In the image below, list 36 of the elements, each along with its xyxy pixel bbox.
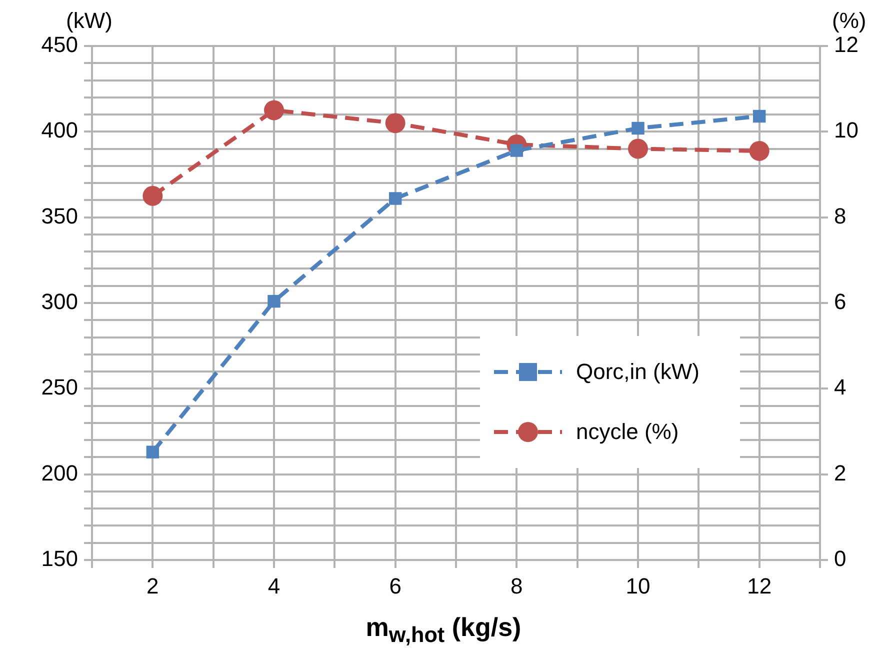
point (752, 110, 766, 123)
y-tick-label: 450 (41, 32, 78, 58)
y2-tick-label: 0 (834, 546, 846, 572)
y-tick-label: 400 (41, 118, 78, 143)
y2-axis-title: (%) (832, 8, 866, 34)
legend-label: ncycle (%) (576, 419, 679, 445)
y2-tick-label: 2 (834, 460, 846, 486)
y-tick-label: 350 (41, 203, 78, 228)
point (385, 113, 406, 134)
y2-tick-label: 8 (834, 203, 846, 228)
point (388, 192, 402, 205)
x-tick-label: 4 (268, 573, 280, 598)
x-tick-label: 10 (626, 573, 650, 598)
point (264, 100, 284, 120)
y2-tick-label: 10 (834, 118, 858, 143)
point (628, 138, 648, 159)
y-tick-label: 200 (41, 460, 78, 486)
y2-tick-label: 12 (834, 32, 858, 58)
y-tick-label: 150 (41, 546, 78, 572)
y-tick-label: 300 (41, 289, 78, 314)
y-axis-title: (kW) (66, 8, 112, 34)
x-tick-label: 6 (389, 573, 402, 598)
point (510, 144, 524, 157)
x-axis-title: m$_{w,hot}$ (kg/s) (364, 612, 522, 648)
x-tick-label: 2 (146, 573, 159, 598)
y2-tick-label: 6 (834, 289, 846, 314)
legend-label: Qorc,in (kW) (576, 359, 700, 385)
point (749, 140, 770, 161)
point (268, 294, 280, 308)
y-tick-label: 250 (41, 374, 78, 400)
point (632, 122, 644, 135)
y2-tick-label: 4 (834, 374, 846, 400)
point (142, 186, 163, 206)
x-tick-label: 8 (510, 573, 523, 598)
point (146, 446, 160, 458)
x-tick-label: 12 (747, 573, 772, 598)
